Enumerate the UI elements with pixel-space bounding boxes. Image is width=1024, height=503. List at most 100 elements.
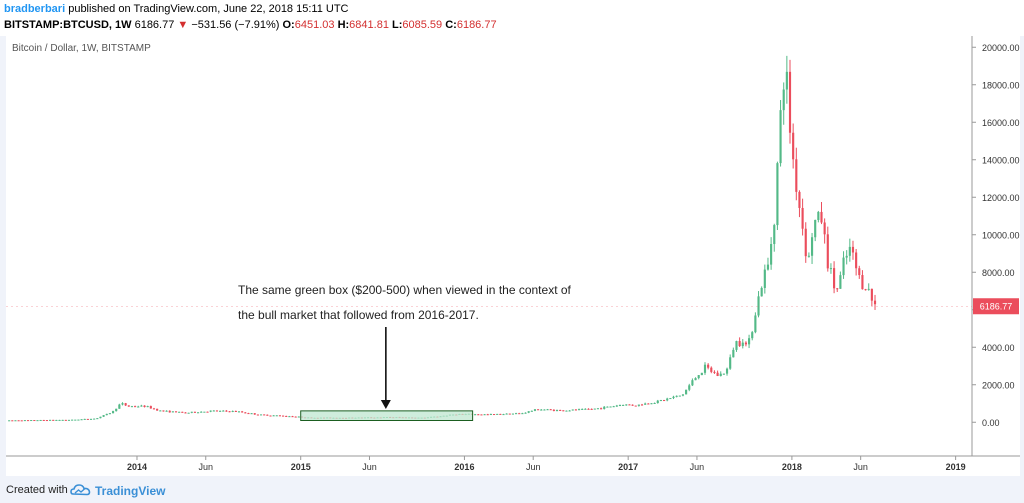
candle-body	[45, 420, 49, 422]
candle-body	[143, 405, 146, 408]
candle-body	[763, 269, 766, 288]
candle-body	[108, 413, 111, 415]
candle-body	[234, 410, 237, 412]
candle-body	[187, 412, 190, 414]
candle-body	[716, 372, 719, 377]
candle-body	[508, 413, 511, 415]
candle-body	[225, 410, 228, 412]
candle-body	[111, 411, 115, 414]
candle-body	[795, 159, 798, 192]
candle-body	[515, 413, 518, 415]
candle-body	[259, 414, 263, 416]
chart-panel[interactable]: Bitcoin / Dollar, 1W, BITSTAMP 0.00 2000.…	[6, 36, 1020, 476]
tradingview-link[interactable]: TradingView	[95, 484, 166, 498]
candle-body	[829, 268, 833, 270]
candle-body	[760, 287, 763, 297]
chart-title: Bitcoin / Dollar, 1W, BITSTAMP	[12, 43, 151, 54]
candle-body	[86, 418, 89, 420]
time-tick-label: 2014	[127, 462, 147, 472]
annotation-group: The same green box ($200-500) when viewe…	[238, 283, 572, 409]
candle-body	[23, 420, 26, 422]
candle-body	[814, 219, 817, 238]
candle-body	[792, 132, 795, 160]
candle-body	[571, 409, 574, 411]
candle-body	[149, 406, 152, 409]
candle-body	[637, 404, 640, 406]
candle-body	[212, 410, 215, 412]
publish-text: published on TradingView.com, June 22, 2…	[68, 3, 349, 15]
candle-body	[549, 409, 552, 411]
candle-body	[36, 420, 39, 422]
candle-body	[505, 413, 508, 415]
candle-body	[785, 71, 788, 90]
candle-body	[577, 409, 581, 411]
time-tick-label: Jun	[198, 462, 213, 472]
candle-body	[52, 419, 55, 421]
current-price: 6186.77	[134, 19, 175, 31]
candle-body	[222, 410, 225, 412]
candle-body	[115, 408, 118, 412]
author-link[interactable]: bradberbari	[4, 3, 66, 15]
symbol-label: BITSTAMP:BTCUSD, 1W	[4, 19, 132, 31]
candle-body	[873, 300, 877, 305]
highlight-box-group	[300, 410, 474, 421]
time-tick-label: 2017	[618, 462, 638, 472]
ohlc-line: BITSTAMP:BTCUSD, 1W 6186.77 ▼ −531.56 (−…	[4, 19, 497, 31]
candle-body	[631, 404, 634, 406]
last-price-marker: 6186.77	[6, 298, 1019, 315]
candle-body	[729, 357, 732, 369]
candle-body	[836, 288, 839, 290]
candle-body	[118, 404, 121, 409]
time-tick-label: 2016	[454, 462, 474, 472]
candle-body	[700, 372, 703, 376]
candle-body	[130, 406, 134, 408]
candle-body	[99, 416, 102, 419]
candle-body	[707, 364, 710, 368]
candle-body	[496, 413, 499, 415]
candle-body	[499, 413, 502, 415]
price-chart[interactable]: Bitcoin / Dollar, 1W, BITSTAMP 0.00 2000.…	[6, 36, 1020, 476]
candle-body	[817, 211, 820, 220]
candle-body	[184, 412, 187, 414]
candle-body	[20, 420, 23, 422]
candle-body	[93, 418, 96, 420]
candle-body	[788, 71, 792, 133]
price-axis[interactable]: 0.002000.004000.006000.008000.0010000.00…	[972, 43, 1020, 428]
candle-body	[269, 415, 272, 417]
candle-body	[193, 411, 196, 413]
candle-body	[518, 413, 521, 415]
highlight-box	[300, 410, 474, 421]
candle-body	[694, 378, 697, 381]
price-tick-label: 0.00	[982, 418, 1000, 428]
candle-body	[178, 411, 181, 413]
time-tick-label: Jun	[526, 462, 541, 472]
candle-body	[801, 207, 804, 229]
candle-body	[121, 403, 124, 405]
candle-body	[839, 275, 842, 289]
candle-body	[30, 420, 33, 422]
candle-body	[33, 420, 36, 422]
time-tick-label: 2015	[291, 462, 311, 472]
candle-body	[256, 414, 259, 416]
candle-body	[867, 288, 870, 290]
candle-body	[146, 406, 149, 408]
candle-body	[751, 332, 754, 339]
high-label: H:	[337, 19, 350, 31]
candle-body	[127, 405, 130, 407]
time-axis[interactable]: 2014 Jun 2015 Jun 2016 Jun 2017 Jun 2018 Jun 2019	[127, 456, 966, 472]
candle-body	[618, 405, 622, 407]
candle-body	[587, 408, 590, 410]
time-tick-label: Jun	[362, 462, 377, 472]
annotation-text: The same green box ($200-500) when viewe…	[238, 283, 572, 297]
candle-body	[533, 409, 537, 411]
time-tick-label: Jun	[690, 462, 705, 472]
candle-body	[861, 275, 864, 290]
candle-body	[662, 400, 666, 402]
low-value: 6085.59	[402, 19, 443, 31]
candle-body	[174, 411, 178, 413]
candle-body	[14, 420, 17, 422]
candle-body	[653, 402, 656, 404]
candle-body	[770, 244, 773, 265]
candle-body	[200, 411, 203, 413]
candle-body	[96, 418, 99, 420]
